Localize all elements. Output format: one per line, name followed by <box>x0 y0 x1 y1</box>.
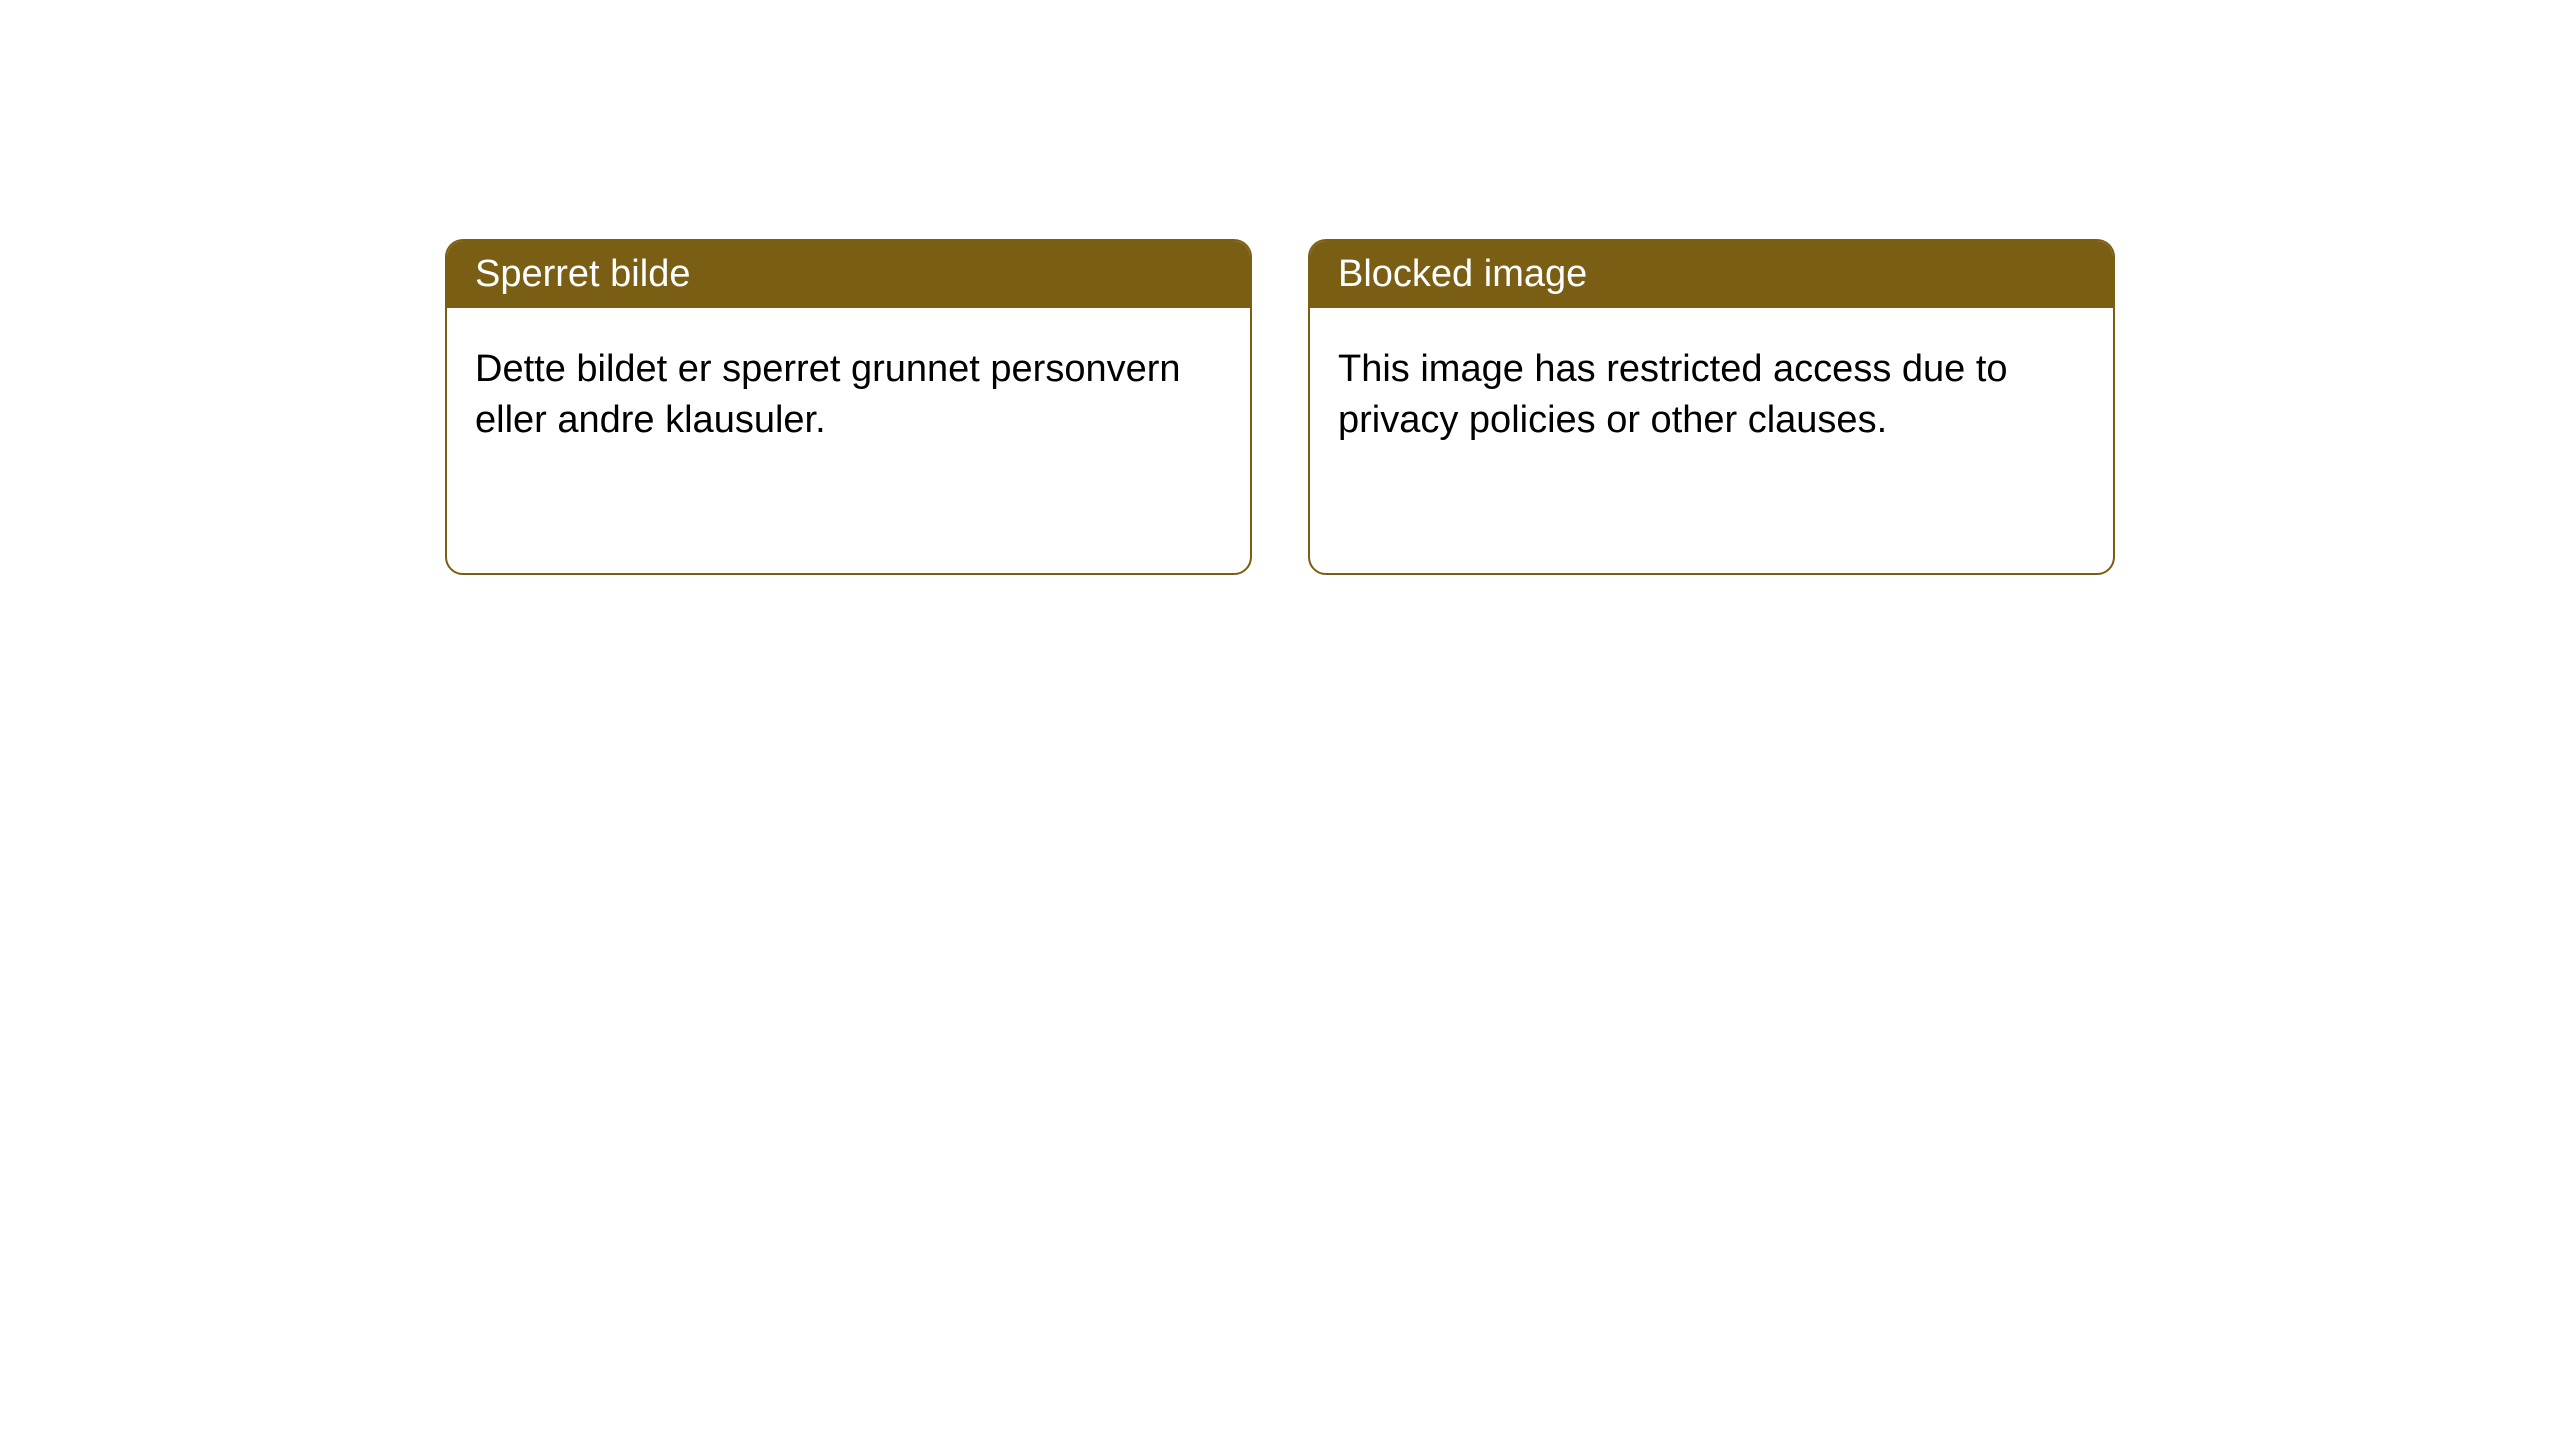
notice-body-norwegian: Dette bildet er sperret grunnet personve… <box>447 308 1250 483</box>
notice-card-norwegian: Sperret bilde Dette bildet er sperret gr… <box>445 239 1252 575</box>
notice-card-english: Blocked image This image has restricted … <box>1308 239 2115 575</box>
notice-body-english: This image has restricted access due to … <box>1310 308 2113 483</box>
notice-title-norwegian: Sperret bilde <box>447 241 1250 308</box>
notice-container: Sperret bilde Dette bildet er sperret gr… <box>0 0 2560 575</box>
notice-title-english: Blocked image <box>1310 241 2113 308</box>
